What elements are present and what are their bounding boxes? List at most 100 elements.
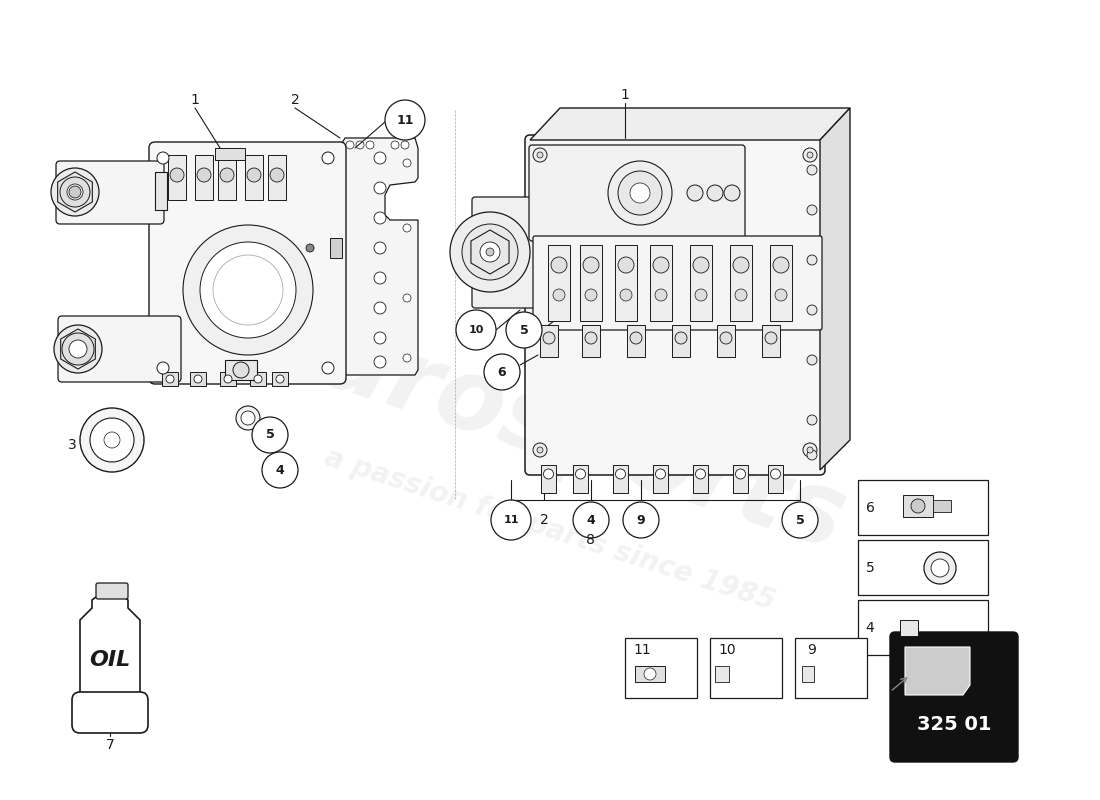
Circle shape bbox=[403, 294, 411, 302]
Text: OIL: OIL bbox=[89, 650, 131, 670]
Circle shape bbox=[585, 289, 597, 301]
Circle shape bbox=[620, 289, 632, 301]
Circle shape bbox=[385, 100, 425, 140]
Circle shape bbox=[60, 177, 90, 207]
Circle shape bbox=[807, 447, 813, 453]
Circle shape bbox=[931, 559, 949, 577]
Circle shape bbox=[491, 500, 531, 540]
Bar bbox=[693, 465, 708, 493]
Polygon shape bbox=[342, 138, 418, 375]
Circle shape bbox=[807, 255, 817, 265]
Circle shape bbox=[675, 332, 688, 344]
Circle shape bbox=[630, 183, 650, 203]
Circle shape bbox=[403, 159, 411, 167]
Text: 6: 6 bbox=[866, 501, 874, 515]
Circle shape bbox=[653, 257, 669, 273]
Circle shape bbox=[616, 469, 626, 479]
Circle shape bbox=[450, 212, 530, 292]
Circle shape bbox=[807, 355, 817, 365]
Circle shape bbox=[585, 332, 597, 344]
Text: 9: 9 bbox=[637, 514, 646, 526]
Bar bbox=[580, 245, 602, 321]
FancyBboxPatch shape bbox=[56, 161, 164, 224]
Circle shape bbox=[306, 244, 313, 252]
Bar bbox=[268, 155, 286, 200]
Circle shape bbox=[402, 141, 409, 149]
Bar bbox=[272, 372, 288, 386]
Text: eurosports: eurosports bbox=[243, 289, 857, 571]
Circle shape bbox=[374, 182, 386, 194]
Circle shape bbox=[484, 354, 520, 390]
Circle shape bbox=[346, 141, 354, 149]
Polygon shape bbox=[60, 329, 96, 369]
FancyBboxPatch shape bbox=[96, 583, 128, 599]
Text: 11: 11 bbox=[504, 515, 519, 525]
Circle shape bbox=[356, 141, 364, 149]
Circle shape bbox=[807, 152, 813, 158]
Text: 2: 2 bbox=[290, 93, 299, 107]
Circle shape bbox=[67, 184, 82, 200]
Circle shape bbox=[366, 141, 374, 149]
Circle shape bbox=[911, 499, 925, 513]
Circle shape bbox=[104, 432, 120, 448]
Circle shape bbox=[270, 168, 284, 182]
Circle shape bbox=[183, 225, 314, 355]
Bar bbox=[195, 155, 213, 200]
Circle shape bbox=[220, 168, 234, 182]
Circle shape bbox=[733, 257, 749, 273]
Circle shape bbox=[736, 469, 746, 479]
Circle shape bbox=[248, 168, 261, 182]
Text: 1: 1 bbox=[620, 88, 629, 102]
Bar bbox=[613, 465, 628, 493]
Circle shape bbox=[252, 417, 288, 453]
Circle shape bbox=[69, 340, 87, 358]
Bar bbox=[190, 372, 206, 386]
Text: 1: 1 bbox=[190, 93, 199, 107]
Circle shape bbox=[618, 257, 634, 273]
FancyBboxPatch shape bbox=[472, 197, 563, 308]
Polygon shape bbox=[80, 594, 140, 725]
Text: 11: 11 bbox=[634, 643, 651, 657]
Circle shape bbox=[924, 552, 956, 584]
Text: 5: 5 bbox=[795, 514, 804, 526]
Circle shape bbox=[770, 469, 781, 479]
Circle shape bbox=[241, 411, 255, 425]
Circle shape bbox=[80, 408, 144, 472]
Bar bbox=[653, 465, 668, 493]
Circle shape bbox=[773, 257, 789, 273]
Bar bbox=[168, 155, 186, 200]
Bar bbox=[573, 465, 588, 493]
Circle shape bbox=[322, 152, 334, 164]
Circle shape bbox=[807, 415, 817, 425]
Bar bbox=[541, 465, 556, 493]
Circle shape bbox=[200, 242, 296, 338]
Circle shape bbox=[807, 305, 817, 315]
Circle shape bbox=[764, 332, 777, 344]
Circle shape bbox=[543, 332, 556, 344]
FancyBboxPatch shape bbox=[534, 236, 822, 330]
Text: 3: 3 bbox=[67, 438, 76, 452]
Text: a passion for parts since 1985: a passion for parts since 1985 bbox=[321, 444, 779, 616]
Bar bbox=[155, 172, 167, 210]
Circle shape bbox=[803, 148, 817, 162]
Circle shape bbox=[534, 443, 547, 457]
Bar bbox=[582, 325, 600, 357]
Circle shape bbox=[707, 185, 723, 201]
Circle shape bbox=[534, 148, 547, 162]
Circle shape bbox=[695, 289, 707, 301]
Bar bbox=[690, 245, 712, 321]
Text: 5: 5 bbox=[265, 429, 274, 442]
Circle shape bbox=[254, 375, 262, 383]
Text: 11: 11 bbox=[396, 114, 414, 126]
Circle shape bbox=[735, 289, 747, 301]
Circle shape bbox=[322, 362, 334, 374]
Circle shape bbox=[654, 289, 667, 301]
Circle shape bbox=[224, 375, 232, 383]
Bar bbox=[627, 325, 645, 357]
Circle shape bbox=[374, 302, 386, 314]
Circle shape bbox=[374, 272, 386, 284]
Circle shape bbox=[197, 168, 211, 182]
Circle shape bbox=[608, 161, 672, 225]
Circle shape bbox=[486, 248, 494, 256]
Bar bbox=[250, 372, 266, 386]
